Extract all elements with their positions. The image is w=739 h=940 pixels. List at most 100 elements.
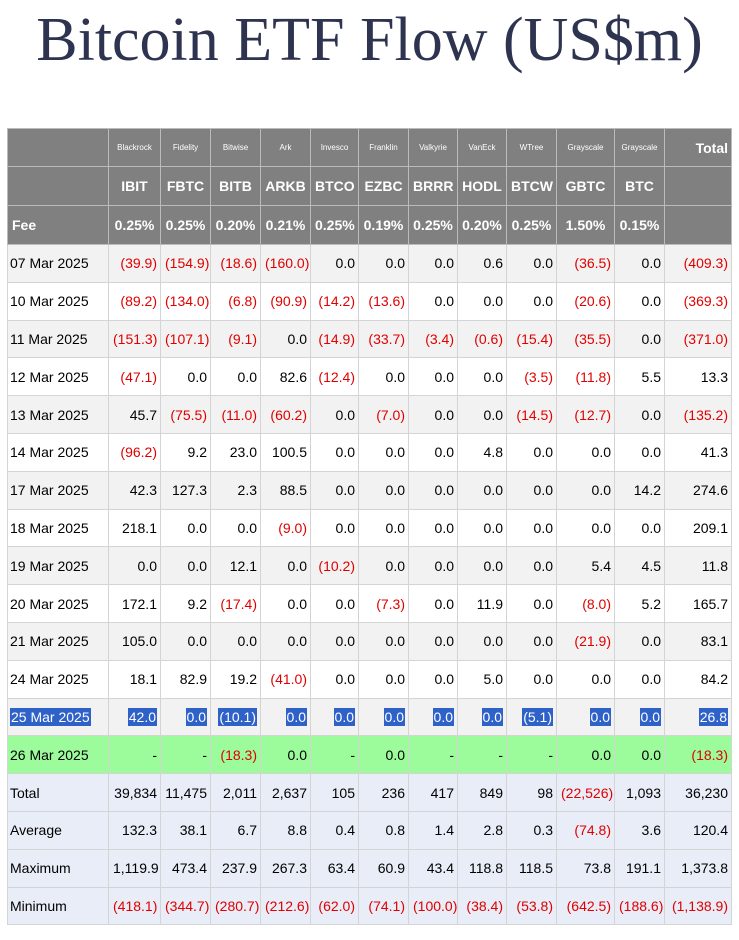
flow-value: (14.5) — [506, 395, 557, 434]
flow-value: (154.9) — [160, 244, 211, 283]
ticker: FBTC — [160, 166, 211, 206]
date-row: 20 Mar 2025 172.1 9.2 (17.4) 0.0 0.0 (7.3) 0.0 1… — [7, 584, 732, 623]
row-total-text: (135.2) — [683, 406, 728, 423]
flow-value-text: (36.5) — [574, 255, 611, 272]
flow-value: 0.0 — [358, 357, 409, 397]
issuer-text: Ark — [279, 143, 292, 152]
flow-value-text: 5.4 — [591, 557, 611, 574]
flow-value: 0.0 — [506, 508, 557, 548]
row-total: 209.1 — [664, 508, 732, 548]
issuer-text: Valkyrie — [419, 143, 447, 152]
flow-value-text: 2,637 — [271, 784, 307, 801]
flow-value-text: (96.2) — [120, 444, 157, 461]
flow-value: 0.0 — [310, 584, 359, 623]
flow-value-text: (20.6) — [574, 293, 611, 310]
flow-value: 0.0 — [408, 281, 458, 321]
flow-value-text: 0.0 — [287, 330, 307, 347]
date-row: 19 Mar 2025 0.0 0.0 12.1 0.0 (10.2) 0.0 0.0 0.0 0… — [7, 546, 732, 586]
flow-value-text: (33.7) — [368, 330, 405, 347]
flow-value: 4.8 — [457, 432, 507, 472]
flow-value-text: 0.0 — [641, 519, 661, 536]
flow-value: 0.0 — [614, 281, 665, 321]
flow-value-text: 19.2 — [229, 671, 257, 688]
flow-value-text: (75.5) — [170, 406, 207, 423]
flow-value: 0.0 — [408, 432, 458, 472]
flow-value: 14.2 — [614, 470, 665, 510]
flow-value-text: (344.7) — [165, 897, 210, 914]
flow-value-text: (41.0) — [270, 671, 307, 688]
flow-value-text: (21.9) — [574, 633, 611, 650]
flow-value: (33.7) — [358, 319, 409, 359]
ticker: GBTC — [556, 166, 615, 206]
issuer-text: Blackrock — [117, 143, 152, 152]
flow-value: 2,011 — [210, 773, 261, 812]
flow-value-text: 0.0 — [434, 633, 454, 650]
flow-value-text: 0.0 — [481, 707, 503, 726]
flow-value: 0.0 — [408, 470, 458, 510]
flow-value: (41.0) — [260, 659, 311, 699]
summary-row: Total 39,834 11,475 2,011 2,637 105 236 417 849 9… — [7, 773, 732, 812]
flow-value-text: (18.6) — [220, 255, 257, 272]
flow-value-text: 0.0 — [385, 746, 405, 763]
flow-value: 0.0 — [358, 546, 409, 586]
flow-value: 0.3 — [506, 810, 557, 850]
flow-value-text: (9.1) — [228, 330, 257, 347]
row-total-text: 1,373.8 — [681, 860, 728, 877]
flow-value: 0.0 — [160, 697, 211, 737]
flow-value-text: (15.4) — [516, 330, 553, 347]
flow-value-text: (14.5) — [516, 406, 553, 423]
flow-value: (7.3) — [358, 584, 409, 623]
flow-value: (15.4) — [506, 319, 557, 359]
flow-value: 11,475 — [160, 773, 211, 812]
flow-value: 118.5 — [506, 848, 557, 888]
flow-value: 0.0 — [408, 244, 458, 283]
flow-value: (418.1) — [108, 886, 161, 926]
issuer-row: Blackrock Fidelity Bitwise Ark Invesco Frankl… — [7, 128, 732, 167]
flow-value-text: - — [202, 746, 207, 763]
flow-value: (0.6) — [457, 319, 507, 359]
flow-value: 473.4 — [160, 848, 211, 888]
flow-value: 0.0 — [556, 697, 615, 737]
flow-value-text: 0.6 — [483, 255, 503, 272]
flow-value: 0.4 — [310, 810, 359, 850]
row-label: 13 Mar 2025 — [7, 395, 109, 434]
row-total-text: 13.3 — [700, 368, 728, 385]
row-total: 41.3 — [664, 432, 732, 472]
flow-value-text: (418.1) — [113, 897, 158, 914]
flow-value: 105 — [310, 773, 359, 812]
flow-value: (134.0) — [160, 281, 211, 321]
fee: 0.25% — [108, 205, 161, 245]
flow-value-text: (14.9) — [318, 330, 355, 347]
flow-value: 0.0 — [408, 584, 458, 623]
flow-value-text: 0.0 — [591, 444, 611, 461]
row-total: 11.8 — [664, 546, 732, 586]
flow-value-text: - — [548, 746, 553, 763]
fee: 0.21% — [260, 205, 311, 245]
date-row: 12 Mar 2025 (47.1) 0.0 0.0 82.6 (12.4) 0.0 0.0 0… — [7, 357, 732, 397]
row-label: Maximum — [7, 848, 109, 888]
flow-value: (100.0) — [408, 886, 458, 926]
ticker: BTCO — [310, 166, 359, 206]
row-total: 26.8 — [664, 697, 732, 737]
fee: 0.25% — [160, 205, 211, 245]
flow-value-text: 0.0 — [287, 633, 307, 650]
flow-value-text: (280.7) — [215, 897, 260, 914]
row-label: 25 Mar 2025 — [7, 697, 109, 737]
flow-value-text: 60.9 — [377, 860, 405, 877]
flow-value: (344.7) — [160, 886, 211, 926]
flow-value-text: 0.0 — [187, 368, 207, 385]
row-total-text: (1,138.9) — [671, 897, 728, 914]
flow-value-text: (17.4) — [220, 595, 257, 612]
flow-value: 0.0 — [310, 621, 359, 661]
flow-value: 0.0 — [358, 697, 409, 737]
row-label-text: 12 Mar 2025 — [10, 368, 89, 385]
flow-value: 98 — [506, 773, 557, 812]
flow-value: 18.1 — [108, 659, 161, 699]
row-label: 20 Mar 2025 — [7, 584, 109, 623]
flow-value-text: (151.3) — [113, 330, 158, 347]
flow-value-text: 0.0 — [591, 519, 611, 536]
flow-value-text: (11.8) — [575, 368, 611, 385]
fee-text: 0.25% — [114, 217, 155, 233]
issuer: Grayscale — [614, 128, 665, 167]
flow-value: (13.6) — [358, 281, 409, 321]
